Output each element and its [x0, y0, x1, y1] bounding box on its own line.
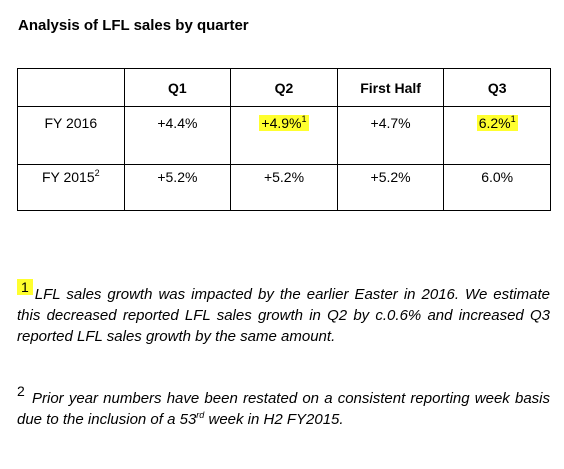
footnote-1-text: LFL sales growth was impacted by the ear… [17, 286, 550, 345]
row-label-fy2016: FY 2016 [17, 106, 125, 165]
row-label-fy2015: FY 20152 [17, 163, 125, 212]
cell-fy2015-q3: 6.0% [443, 163, 551, 212]
cell-fy2016-q3: 6.2%1 [443, 106, 551, 165]
footnote-2-marker: 2 [17, 383, 25, 399]
table-row: FY 20152 +5.2% +5.2% +5.2% 6.0% [17, 163, 551, 212]
page-title: Analysis of LFL sales by quarter [18, 17, 249, 34]
cell-fy2015-first-half: +5.2% [336, 163, 445, 212]
cell-fy2016-q1: +4.4% [123, 106, 232, 165]
lfl-sales-table: Q1 Q2 First Half Q3 FY 2016 +4.4% +4.9%1… [17, 67, 551, 212]
footnote-1-marker: 1 [17, 279, 33, 295]
footnote-2-text-end: week in H2 FY2015. [204, 411, 344, 428]
cell-fy2015-q2: +5.2% [230, 163, 338, 212]
header-first-half: First Half [336, 67, 445, 108]
header-q1: Q1 [123, 67, 232, 108]
table-row: FY 2016 +4.4% +4.9%1 +4.7% 6.2%1 [17, 106, 551, 165]
footnote-1: 1 LFL sales growth was impacted by the ea… [17, 279, 550, 347]
cell-fy2016-first-half: +4.7% [336, 106, 445, 165]
table-header-row: Q1 Q2 First Half Q3 [17, 67, 551, 108]
footnote-2-text: Prior year numbers have been restated on… [17, 390, 551, 428]
footnote-2: 2 Prior year numbers have been restated … [17, 383, 551, 430]
header-q3: Q3 [443, 67, 551, 108]
cell-fy2016-q2: +4.9%1 [230, 106, 338, 165]
header-q2: Q2 [230, 67, 338, 108]
footnote-2-ordinal: rd [196, 410, 205, 420]
header-corner [17, 67, 125, 108]
cell-fy2015-q1: +5.2% [123, 163, 232, 212]
